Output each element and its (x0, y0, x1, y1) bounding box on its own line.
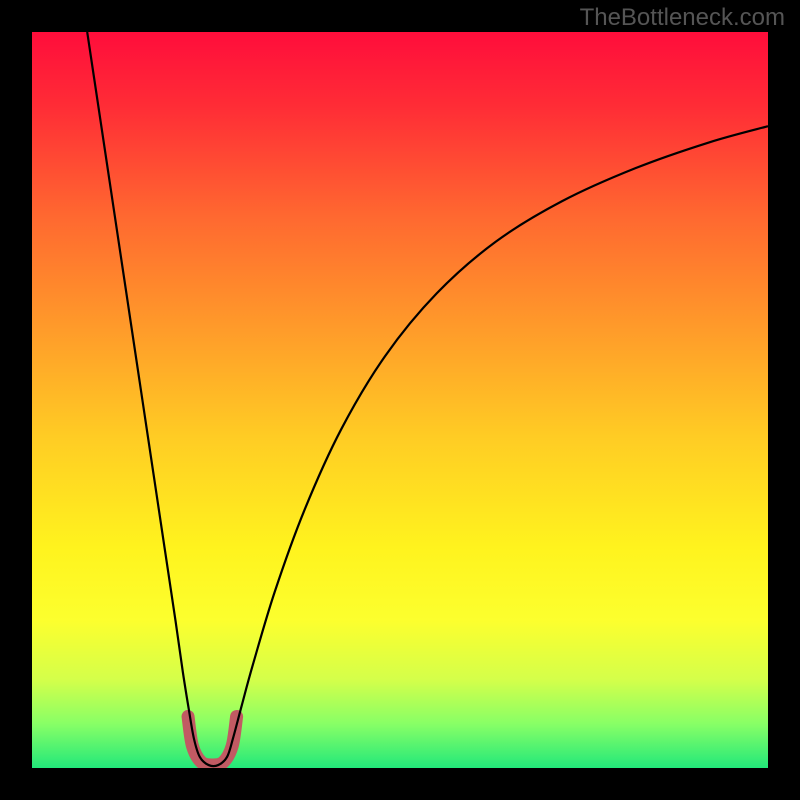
plot-area (32, 32, 768, 768)
bottleneck-curve (87, 32, 768, 766)
watermark-text: TheBottleneck.com (580, 4, 785, 32)
curve-layer (32, 32, 768, 768)
chart-frame: TheBottleneck.com (0, 0, 800, 800)
